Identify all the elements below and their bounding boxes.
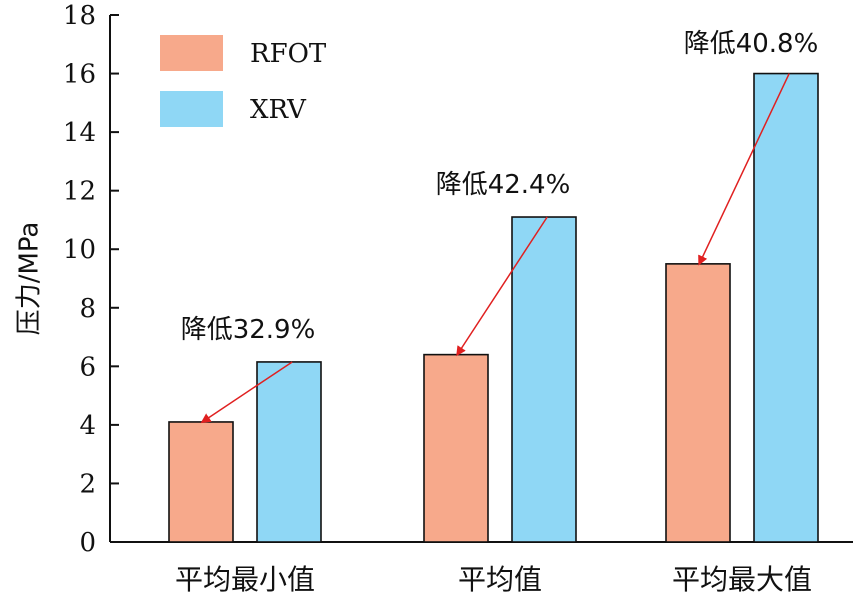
reduction-annotation: 降低40.8% (684, 29, 819, 59)
y-tick-label: 14 (63, 118, 96, 148)
y-tick-label: 8 (79, 294, 96, 324)
legend-label-xrv: XRV (250, 95, 307, 125)
category-labels: 平均最小值 平均值 平均最大值 (175, 563, 812, 596)
reduction-arrow (698, 73, 790, 266)
y-tick-label: 0 (79, 528, 96, 558)
y-tick-label: 10 (63, 235, 96, 265)
legend: RFOT XRV (160, 35, 327, 127)
bar-rfot-2 (665, 263, 731, 543)
reduction-arrow (456, 216, 548, 357)
bar-rfot-1 (423, 353, 489, 543)
y-tick-label: 12 (63, 177, 96, 207)
y-tick-label: 2 (79, 469, 96, 499)
legend-label-rfot: RFOT (250, 39, 327, 69)
annotations: 降低32.9% 降低42.4% 降低40.8% (181, 29, 819, 345)
bars (168, 72, 819, 543)
axes: 0 2 4 6 8 10 12 14 16 18 (63, 1, 853, 558)
bar-rfot-0 (168, 421, 234, 543)
arrows (200, 73, 790, 424)
x-category-label: 平均最大值 (672, 563, 812, 596)
reduction-annotation: 降低42.4% (436, 170, 571, 200)
y-axis-label: 压力/MPa (15, 222, 45, 336)
reduction-arrow (200, 361, 293, 424)
bar-xrv-1 (511, 216, 577, 543)
legend-swatch-xrv (160, 91, 223, 127)
y-tick-label: 6 (79, 352, 96, 382)
reduction-annotation: 降低32.9% (181, 315, 316, 345)
y-tick-label: 16 (63, 60, 96, 90)
legend-swatch-rfot (160, 35, 223, 71)
x-category-label: 平均最小值 (175, 563, 315, 596)
y-tick-label: 4 (79, 411, 96, 441)
bar-xrv-2 (753, 72, 819, 543)
x-category-label: 平均值 (458, 563, 542, 596)
bar-xrv-0 (256, 361, 322, 543)
y-tick-label: 18 (63, 1, 96, 31)
